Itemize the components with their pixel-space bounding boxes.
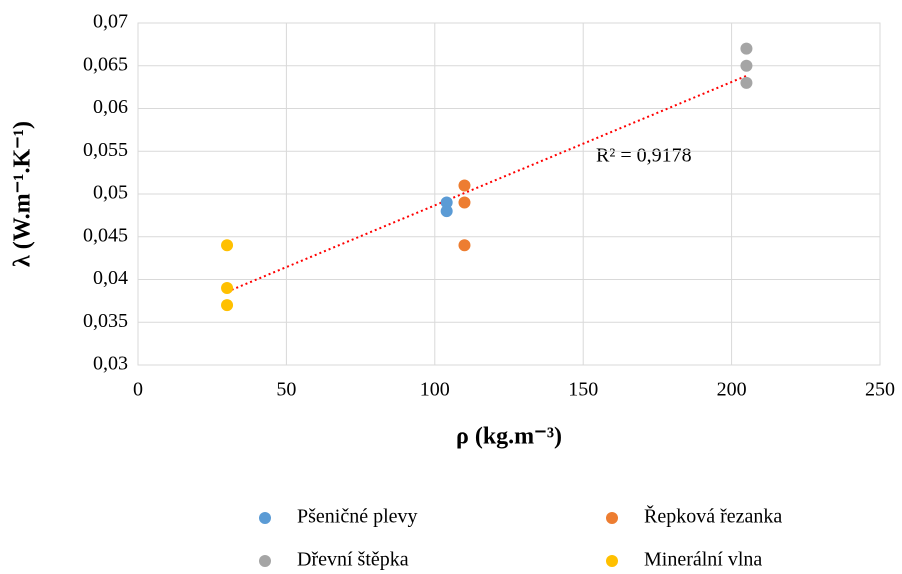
data-point xyxy=(221,299,234,312)
data-point xyxy=(221,239,234,252)
x-tick-label: 250 xyxy=(865,379,895,401)
x-tick-label: 150 xyxy=(568,379,598,401)
data-point xyxy=(458,196,471,209)
data-point xyxy=(740,59,753,72)
y-tick-label: 0,055 xyxy=(83,139,128,161)
plot-border xyxy=(137,22,881,366)
y-tick-label: 0,045 xyxy=(83,224,128,246)
y-axis-label: λ (W.m⁻¹.K⁻¹) xyxy=(10,121,36,267)
x-tick-label: 100 xyxy=(420,379,450,401)
data-point xyxy=(440,196,453,209)
data-point xyxy=(440,205,453,218)
y-tick-label: 0,06 xyxy=(93,96,128,118)
data-point xyxy=(740,42,753,55)
y-tick-label: 0,035 xyxy=(83,310,128,332)
data-point xyxy=(458,179,471,192)
legend-label: Pšeničné plevy xyxy=(297,506,418,528)
data-point xyxy=(458,239,471,252)
x-tick-label: 200 xyxy=(717,379,747,401)
data-point xyxy=(740,76,753,89)
legend-marker xyxy=(606,512,618,524)
trendline xyxy=(226,74,747,293)
x-tick-label: 0 xyxy=(133,379,143,401)
legend-marker xyxy=(606,555,618,567)
legend-label: Minerální vlna xyxy=(644,549,762,571)
y-tick-label: 0,065 xyxy=(83,53,128,75)
y-tick-label: 0,04 xyxy=(93,267,128,289)
y-tick-label: 0,05 xyxy=(93,182,128,204)
y-tick-label: 0,03 xyxy=(93,353,128,375)
legend-label: Řepková řezanka xyxy=(644,505,782,528)
legend-marker xyxy=(259,512,271,524)
legend-label: Dřevní štěpka xyxy=(297,549,409,571)
legend-marker xyxy=(259,555,271,567)
x-axis-label: ρ (kg.m⁻³) xyxy=(456,424,562,450)
y-tick-label: 0,07 xyxy=(93,11,128,33)
r-squared-annotation: R² = 0,9178 xyxy=(596,145,692,167)
x-tick-label: 50 xyxy=(276,379,296,401)
data-point xyxy=(221,282,234,295)
